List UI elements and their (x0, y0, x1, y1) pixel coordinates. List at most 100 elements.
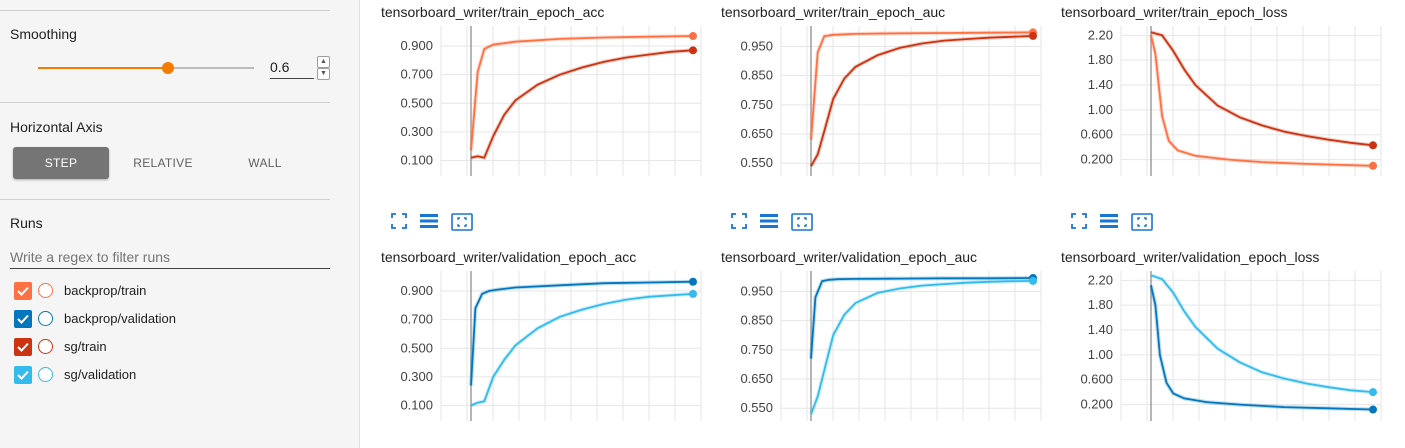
section-divider (0, 10, 330, 11)
fit-domain-icon[interactable] (391, 213, 407, 234)
series-end-point (689, 289, 697, 298)
checkmark-icon (17, 286, 29, 296)
chart-title: tensorboard_writer/train_epoch_auc (721, 4, 946, 20)
run-color-swatch[interactable] (38, 311, 53, 326)
y-tick-label: 0.700 (400, 312, 433, 327)
run-color-swatch[interactable] (38, 283, 53, 298)
smoothing-slider[interactable] (38, 62, 254, 74)
y-tick-label: 0.900 (400, 283, 433, 298)
sidebar: Smoothing ▲ ▼ Horizontal Axis STEP RELAT… (0, 0, 360, 448)
y-tick-label: 0.700 (400, 67, 433, 82)
y-tick-label: 0.650 (740, 126, 773, 141)
y-tick-label: 1.80 (1088, 297, 1113, 312)
chart-title: tensorboard_writer/train_epoch_acc (381, 4, 605, 20)
chart-title: tensorboard_writer/validation_epoch_auc (721, 249, 978, 265)
y-tick-label: 1.40 (1088, 322, 1113, 337)
log-scale-icon[interactable] (451, 213, 473, 236)
run-checkbox[interactable] (14, 310, 32, 328)
run-color-swatch[interactable] (38, 367, 53, 382)
series-line (810, 31, 1034, 140)
chart-plot[interactable]: 2.20 1.80 1.40 1.00 0.600 0.200 (1061, 249, 1386, 429)
log-scale-icon[interactable] (791, 213, 813, 236)
smoothing-slider-thumb[interactable] (161, 62, 174, 74)
chart-title: tensorboard_writer/train_epoch_loss (1061, 4, 1288, 20)
series-line (810, 277, 1034, 359)
series-line (470, 293, 694, 407)
y-tick-label: 0.600 (1080, 372, 1113, 387)
series-raw-line (1149, 34, 1374, 168)
y-tick-label: 1.80 (1088, 52, 1113, 67)
y-tick-label: 0.200 (1080, 152, 1113, 167)
series-end-point (689, 277, 697, 286)
series-line (1150, 31, 1374, 147)
section-divider (0, 199, 330, 200)
axis-step-button[interactable]: STEP (13, 147, 109, 179)
axis-wall-button[interactable]: WALL (248, 156, 282, 170)
y-tick-label: 0.300 (400, 124, 433, 139)
checkmark-icon (17, 370, 29, 380)
run-color-swatch[interactable] (38, 339, 53, 354)
series-end-point (689, 46, 697, 55)
y-tick-label: 1.00 (1088, 347, 1113, 362)
run-checkbox[interactable] (14, 282, 32, 300)
y-tick-label: 0.100 (400, 398, 433, 413)
fit-domain-icon[interactable] (1071, 213, 1087, 234)
series-end-point (1369, 405, 1377, 414)
run-checkbox[interactable] (14, 338, 32, 356)
y-tick-label: 0.550 (740, 400, 773, 415)
y-tick-label: 0.750 (740, 342, 773, 357)
axis-relative-button[interactable]: RELATIVE (133, 156, 193, 170)
smoothing-input[interactable] (270, 56, 314, 79)
series-raw-line (1150, 273, 1374, 395)
checkmark-icon (17, 314, 29, 324)
series-end-point (1369, 388, 1377, 397)
chevron-down-icon: ▼ (320, 70, 327, 77)
series-end-point (1029, 31, 1037, 40)
log-scale-icon[interactable] (1131, 213, 1153, 236)
smoothing-increment-button[interactable]: ▲ (317, 56, 330, 68)
series-line (810, 280, 1034, 415)
series-raw-line (1150, 30, 1374, 148)
y-tick-label: 0.500 (400, 340, 433, 355)
run-label: sg/train (64, 339, 107, 354)
y-tick-label: 2.20 (1088, 272, 1113, 287)
y-tick-label: 0.200 (1080, 397, 1113, 412)
series-raw-line (470, 48, 694, 161)
data-table-icon[interactable] (1099, 213, 1119, 234)
series-end-point (1369, 141, 1377, 150)
series-line (1150, 35, 1374, 167)
smoothing-title: Smoothing (10, 26, 77, 42)
series-raw-line (809, 30, 1034, 141)
run-label: sg/validation (64, 367, 137, 382)
chart-plot[interactable]: 0.900 0.700 0.500 0.300 0.100 (381, 4, 706, 184)
series-line (470, 49, 694, 159)
chart-title: tensorboard_writer/validation_epoch_acc (381, 249, 637, 265)
smoothing-decrement-button[interactable]: ▼ (317, 68, 330, 80)
series-end-point (1029, 276, 1037, 285)
y-tick-label: 0.300 (400, 369, 433, 384)
chart-plot[interactable]: 0.950 0.850 0.750 0.650 0.550 (721, 249, 1046, 429)
series-line (470, 35, 694, 151)
y-tick-label: 0.850 (740, 68, 773, 83)
y-tick-label: 0.950 (740, 38, 773, 53)
run-label: backprop/train (64, 283, 147, 298)
chart-plot[interactable]: 2.20 1.80 1.40 1.00 0.600 0.200 (1061, 4, 1386, 184)
y-tick-label: 2.20 (1088, 27, 1113, 42)
y-tick-label: 1.40 (1088, 77, 1113, 92)
runs-filter-input[interactable] (10, 246, 330, 269)
series-line (470, 280, 694, 386)
chart-plot[interactable]: 0.950 0.850 0.750 0.650 0.550 (721, 4, 1046, 184)
series-raw-line (470, 291, 694, 408)
y-tick-label: 0.100 (400, 153, 433, 168)
y-tick-label: 0.550 (740, 155, 773, 170)
data-table-icon[interactable] (419, 213, 439, 234)
run-label: backprop/validation (64, 311, 177, 326)
chart-plot[interactable]: 0.900 0.700 0.500 0.300 0.100 (381, 249, 706, 429)
run-checkbox[interactable] (14, 366, 32, 384)
y-tick-label: 0.900 (400, 38, 433, 53)
y-tick-label: 0.950 (740, 283, 773, 298)
y-tick-label: 0.750 (740, 97, 773, 112)
fit-domain-icon[interactable] (731, 213, 747, 234)
runs-title: Runs (10, 215, 43, 231)
data-table-icon[interactable] (759, 213, 779, 234)
